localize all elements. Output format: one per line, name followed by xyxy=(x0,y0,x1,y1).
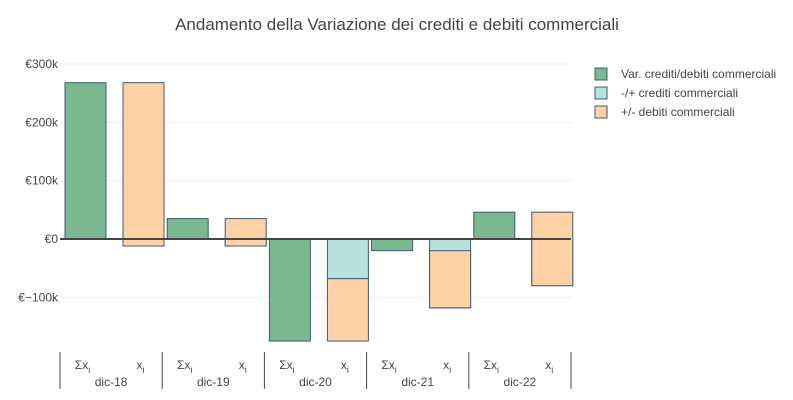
x-subcategory-label: Σxi xyxy=(484,358,499,375)
bars xyxy=(64,82,574,342)
y-tick-label: €300k xyxy=(25,57,59,71)
bar-var-crediti-debiti[interactable] xyxy=(371,238,414,252)
legend-item[interactable]: -/+ crediti commerciali xyxy=(594,86,738,100)
bar-debiti-commerciali[interactable] xyxy=(429,250,472,309)
x-subcategory-label: xi xyxy=(443,358,451,375)
x-subcategory-label: Σxi xyxy=(381,358,396,375)
bar-crediti-commerciali[interactable] xyxy=(326,238,369,280)
bar-var-crediti-debiti[interactable] xyxy=(268,238,311,342)
x-category-label: dic-22 xyxy=(504,375,537,389)
legend-swatch xyxy=(594,67,608,81)
bar-debiti-commerciali[interactable] xyxy=(224,218,267,247)
bar-debiti-commerciali[interactable] xyxy=(122,82,165,247)
legend-item[interactable]: Var. crediti/debiti commerciali xyxy=(594,67,776,81)
legend-label: +/- debiti commerciali xyxy=(621,105,735,119)
y-tick-label: €200k xyxy=(25,115,59,129)
bar-var-crediti-debiti[interactable] xyxy=(166,218,209,240)
x-category-label: dic-19 xyxy=(197,375,230,389)
bar-var-crediti-debiti[interactable] xyxy=(64,82,107,240)
x-subcategory-label: Σxi xyxy=(279,358,294,375)
legend-label: -/+ crediti commerciali xyxy=(621,86,738,100)
legend-swatch xyxy=(594,105,608,119)
legend-item[interactable]: +/- debiti commerciali xyxy=(594,105,735,119)
bar-var-crediti-debiti[interactable] xyxy=(473,211,516,240)
chart-title: Andamento della Variazione dei crediti e… xyxy=(175,15,619,34)
x-subcategory-label: xi xyxy=(137,358,145,375)
legend-label: Var. crediti/debiti commerciali xyxy=(621,67,776,81)
x-category-label: dic-18 xyxy=(95,375,128,389)
y-tick-label: €100k xyxy=(25,174,59,188)
y-tick-label: €0 xyxy=(45,232,59,246)
bar-debiti-commerciali[interactable] xyxy=(531,211,574,287)
y-tick-label: €−100k xyxy=(18,290,59,304)
x-subcategory-label: xi xyxy=(341,358,349,375)
x-category-label: dic-20 xyxy=(299,375,332,389)
x-subcategory-label: xi xyxy=(239,358,247,375)
y-axis: €300k €200k €100k €0 €−100k xyxy=(18,57,59,304)
legend[interactable]: Var. crediti/debiti commerciali -/+ credi… xyxy=(594,67,776,119)
legend-swatch xyxy=(594,86,608,100)
x-category-label: dic-21 xyxy=(401,375,434,389)
x-subcategory-label: xi xyxy=(545,358,553,375)
x-subcategory-label: Σxi xyxy=(75,358,90,375)
x-subcategory-label: Σxi xyxy=(177,358,192,375)
bar-debiti-commerciali[interactable] xyxy=(326,278,369,342)
